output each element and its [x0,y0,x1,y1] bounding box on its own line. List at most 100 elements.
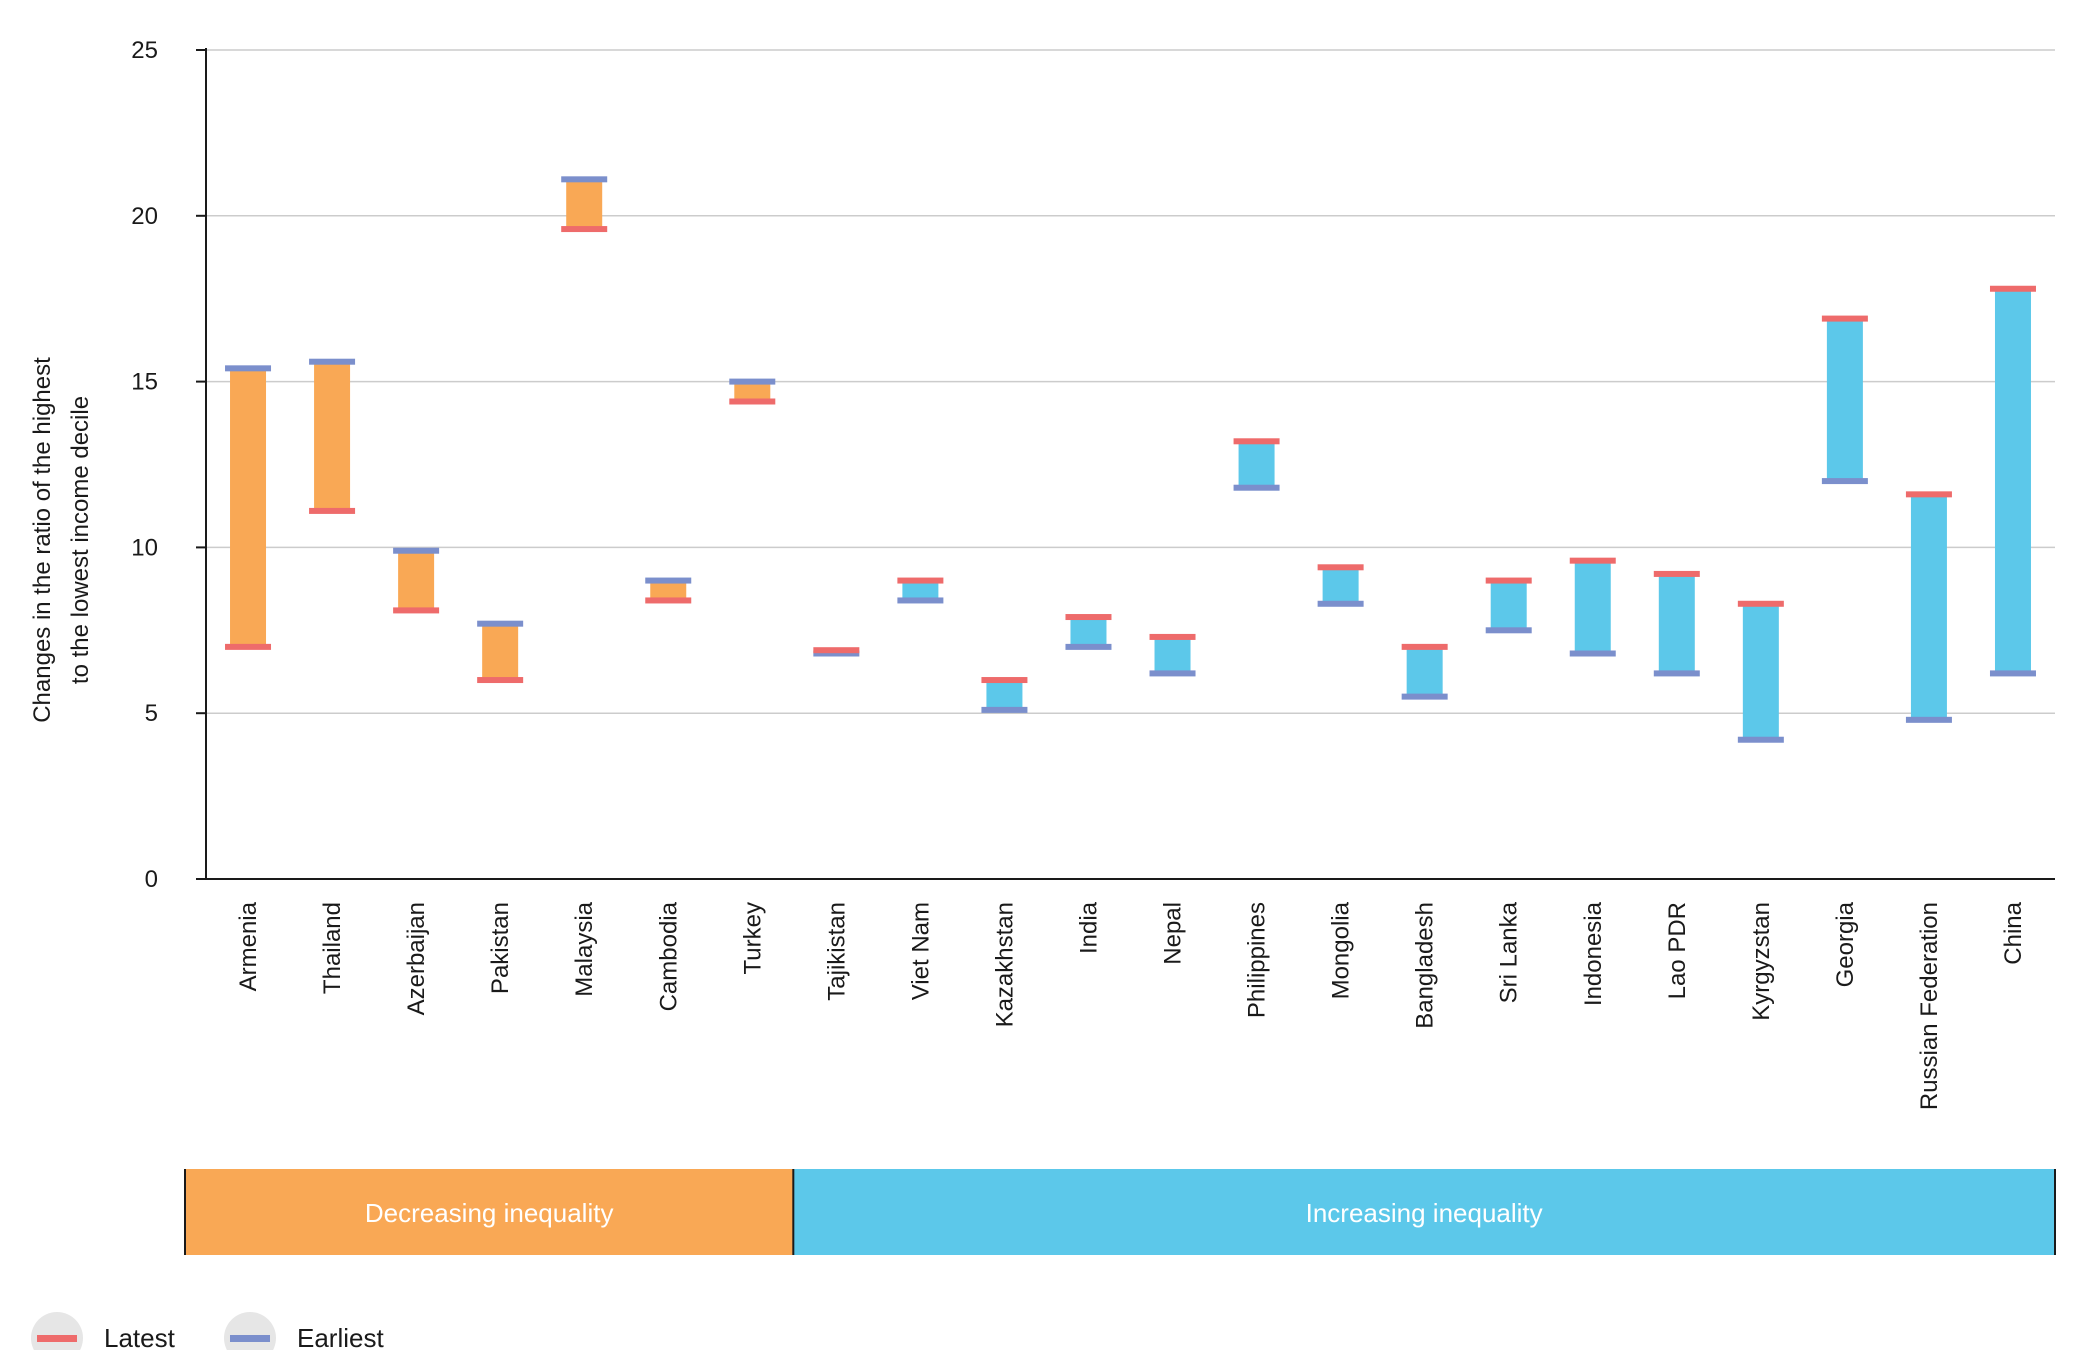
y-tick-label: 20 [131,203,158,230]
range-bar [1994,288,2031,674]
y-axis-title-line-1: Changes in the ratio of the highest [29,357,56,723]
earliest-marker [1401,693,1448,700]
group-band [185,1169,794,1255]
latest-marker [309,507,356,514]
category-label: Philippines [1244,902,1271,1018]
earliest-marker [477,620,524,627]
latest-marker [729,398,776,405]
category-label: Georgia [1832,901,1859,987]
latest-marker [1821,315,1868,322]
y-tick-label: 0 [145,866,158,893]
range-bar [1490,580,1527,631]
range-bar [482,623,519,681]
latest-marker [1401,643,1448,650]
range-bar [230,368,267,647]
range-bars [225,176,2036,743]
category-label: Kyrgyzstan [1748,902,1775,1021]
y-tick-label: 25 [131,37,158,64]
category-label: India [1075,901,1102,954]
range-bar [986,680,1023,710]
earliest-marker [897,597,944,604]
latest-marker [393,607,440,614]
y-tick-label: 15 [131,369,158,396]
earliest-marker [1233,484,1280,491]
category-label: Mongolia [1328,901,1355,999]
y-axis-title-line-2: to the lowest income decile [67,396,94,684]
legend-label: Earliest [297,1323,384,1350]
category-label: Azerbaijan [403,902,430,1015]
group-band-label: Decreasing inequality [365,1198,614,1228]
category-label: Kazakhstan [991,902,1018,1027]
category-label: Viet Nam [907,902,934,1000]
earliest-marker [225,365,272,372]
category-label: Pakistan [487,902,514,994]
latest-marker [813,647,860,654]
latest-marker [1653,570,1700,577]
latest-marker [645,597,692,604]
earliest-marker [813,650,860,657]
category-label: Indonesia [1580,901,1607,1006]
earliest-marker [1989,670,2036,677]
range-bar [650,580,687,601]
latest-marker [1989,285,2036,292]
earliest-marker [729,378,776,385]
latest-marker [1569,557,1616,564]
earliest-marker [393,547,440,554]
category-label: Tajikistan [823,902,850,1001]
latest-marker [1233,438,1280,445]
latest-marker [1317,564,1364,571]
range-bar [314,361,351,511]
group-band-label: Increasing inequality [1306,1198,1543,1228]
category-label: Russian Federation [1916,902,1943,1110]
latest-marker [1905,491,1952,498]
range-bar [1826,318,1863,482]
category-label: Nepal [1160,902,1187,965]
earliest-marker [1905,716,1952,723]
range-bar [1322,567,1359,604]
category-label: Sri Lanka [1496,901,1523,1003]
range-bar [1238,441,1275,488]
category-labels: Armenia Thailand Azerbaijan Pakistan Malaysi… [235,901,2027,1110]
range-bar [566,179,603,230]
latest-marker [1485,577,1532,584]
range-bar [1910,494,1947,720]
range-bar [734,381,771,402]
earliest-marker [1485,627,1532,634]
earliest-marker [1317,600,1364,607]
legend-swatch-bg [224,1312,276,1350]
legend: Latest Earliest [31,1312,384,1350]
earliest-marker [309,358,356,365]
latest-marker [225,643,272,650]
category-label: Turkey [739,902,766,974]
category-label: Armenia [235,901,262,991]
range-bar [1658,573,1695,674]
category-label: Thailand [319,902,346,994]
latest-marker [561,226,608,233]
range-bar [1406,646,1443,697]
group-bands: Decreasing inequality Increasing inequali… [184,1169,2056,1255]
y-tick-label: 10 [131,534,158,561]
earliest-marker [1149,670,1196,677]
latest-marker [981,677,1028,684]
latest-marker [1065,614,1112,621]
earliest-marker [645,577,692,584]
range-bar [902,580,939,601]
range-bar [1742,603,1779,740]
earliest-marker [1569,650,1616,657]
range-bar [1574,560,1611,654]
latest-marker [1149,633,1196,640]
range-bar [398,550,435,611]
range-bar [1154,636,1191,674]
legend-swatch-bg [31,1312,83,1350]
latest-marker [897,577,944,584]
latest-marker [477,677,524,684]
y-axis-title: Changes in the ratio of the highest to t… [29,357,94,723]
category-label: Cambodia [655,901,682,1011]
earliest-marker [1653,670,1700,677]
y-tick-label: 5 [145,700,158,727]
legend-swatch [230,1335,270,1342]
category-label: Lao PDR [1664,902,1691,999]
earliest-marker [1821,478,1868,485]
category-label: Malaysia [571,901,598,996]
